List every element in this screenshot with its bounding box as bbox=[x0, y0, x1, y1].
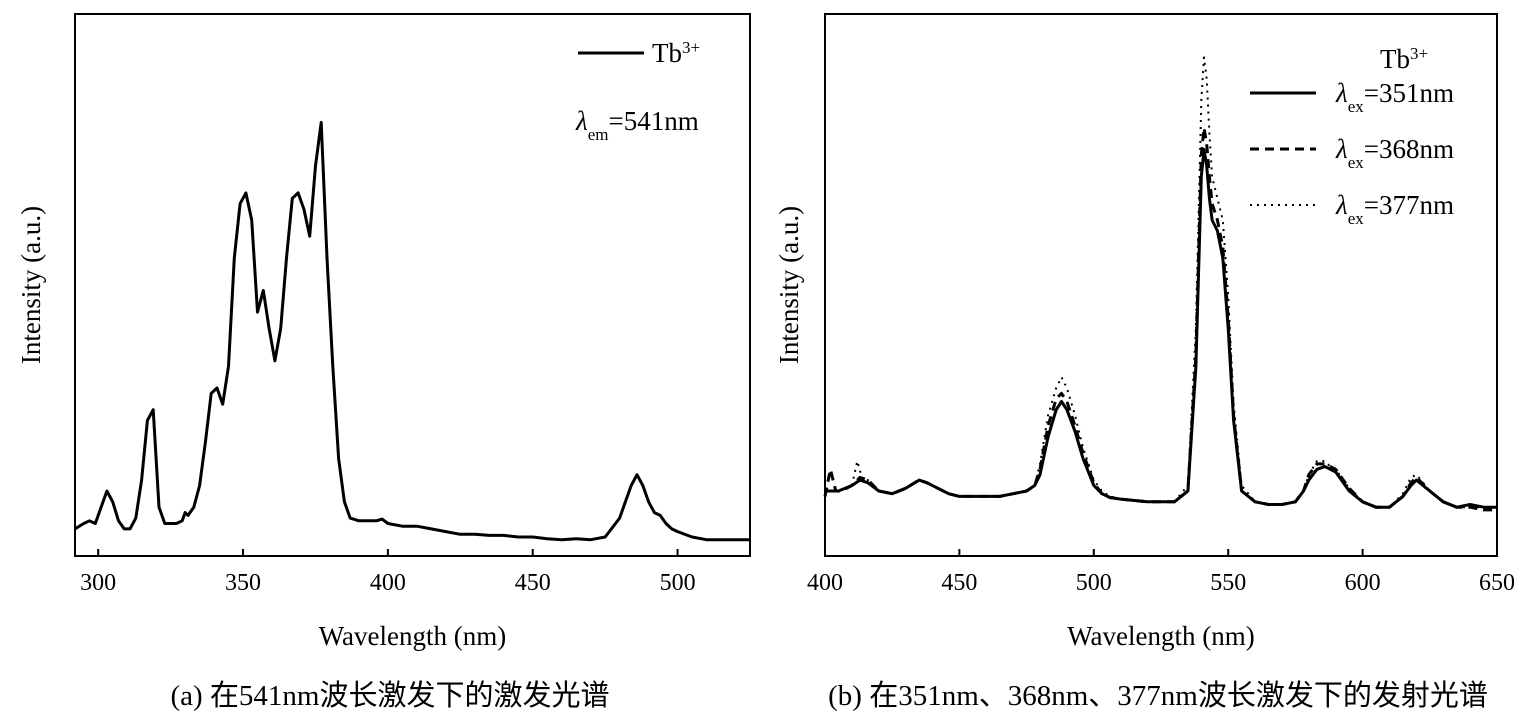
x-tick-label: 550 bbox=[1210, 570, 1246, 596]
series-line-3 bbox=[825, 56, 1497, 509]
x-tick-label: 400 bbox=[370, 570, 406, 596]
legend-entry-1: λex=351nm bbox=[1335, 78, 1454, 116]
series-line-1 bbox=[74, 120, 750, 542]
y-axis-label: Intensity (a.u.) bbox=[16, 206, 46, 364]
y-axis-label: Intensity (a.u.) bbox=[774, 206, 804, 364]
figure-caption: (b) 在351nm、368nm、377nm波长激发下的发射光谱 bbox=[828, 679, 1488, 712]
x-tick-label: 450 bbox=[941, 570, 977, 596]
legend-title: Tb3+ bbox=[1380, 44, 1428, 75]
x-tick-label: 500 bbox=[1076, 570, 1112, 596]
x-axis-label: Wavelength (nm) bbox=[1067, 621, 1255, 651]
figure-caption: (a) 在541nm波长激发下的激发光谱 bbox=[171, 679, 610, 712]
plot-frame bbox=[824, 13, 1498, 557]
legend: Tb3+λex=351nm λex=368nm λex=377nm bbox=[1250, 44, 1454, 228]
x-tick-label: 450 bbox=[515, 570, 551, 596]
x-tick-label: 350 bbox=[225, 570, 261, 596]
legend-note: λem=541nm bbox=[575, 106, 699, 144]
chart-panel-b: 400 450 500 550 600 650 Wavelength (nm) Intensi… bbox=[774, 13, 1515, 712]
x-axis-label: Wavelength (nm) bbox=[319, 621, 507, 651]
x-tick-label: 650 bbox=[1479, 570, 1515, 596]
legend-entry-2: λex=368nm bbox=[1335, 134, 1454, 172]
series-line-2 bbox=[823, 126, 1497, 512]
chart-panel-a: 300 350 400 450 500 Wavelength (nm) Intensity … bbox=[16, 13, 751, 712]
legend-entry-1: Tb3+ bbox=[652, 38, 700, 69]
legend: Tb3+ λem=541nm bbox=[575, 38, 700, 144]
legend-entry-3: λex=377nm bbox=[1335, 190, 1454, 228]
plot-frame bbox=[74, 13, 751, 557]
x-tick-label: 600 bbox=[1345, 570, 1381, 596]
x-tick-label: 300 bbox=[80, 570, 116, 596]
x-tick-label: 500 bbox=[660, 570, 696, 596]
x-tick-label: 400 bbox=[807, 570, 843, 596]
